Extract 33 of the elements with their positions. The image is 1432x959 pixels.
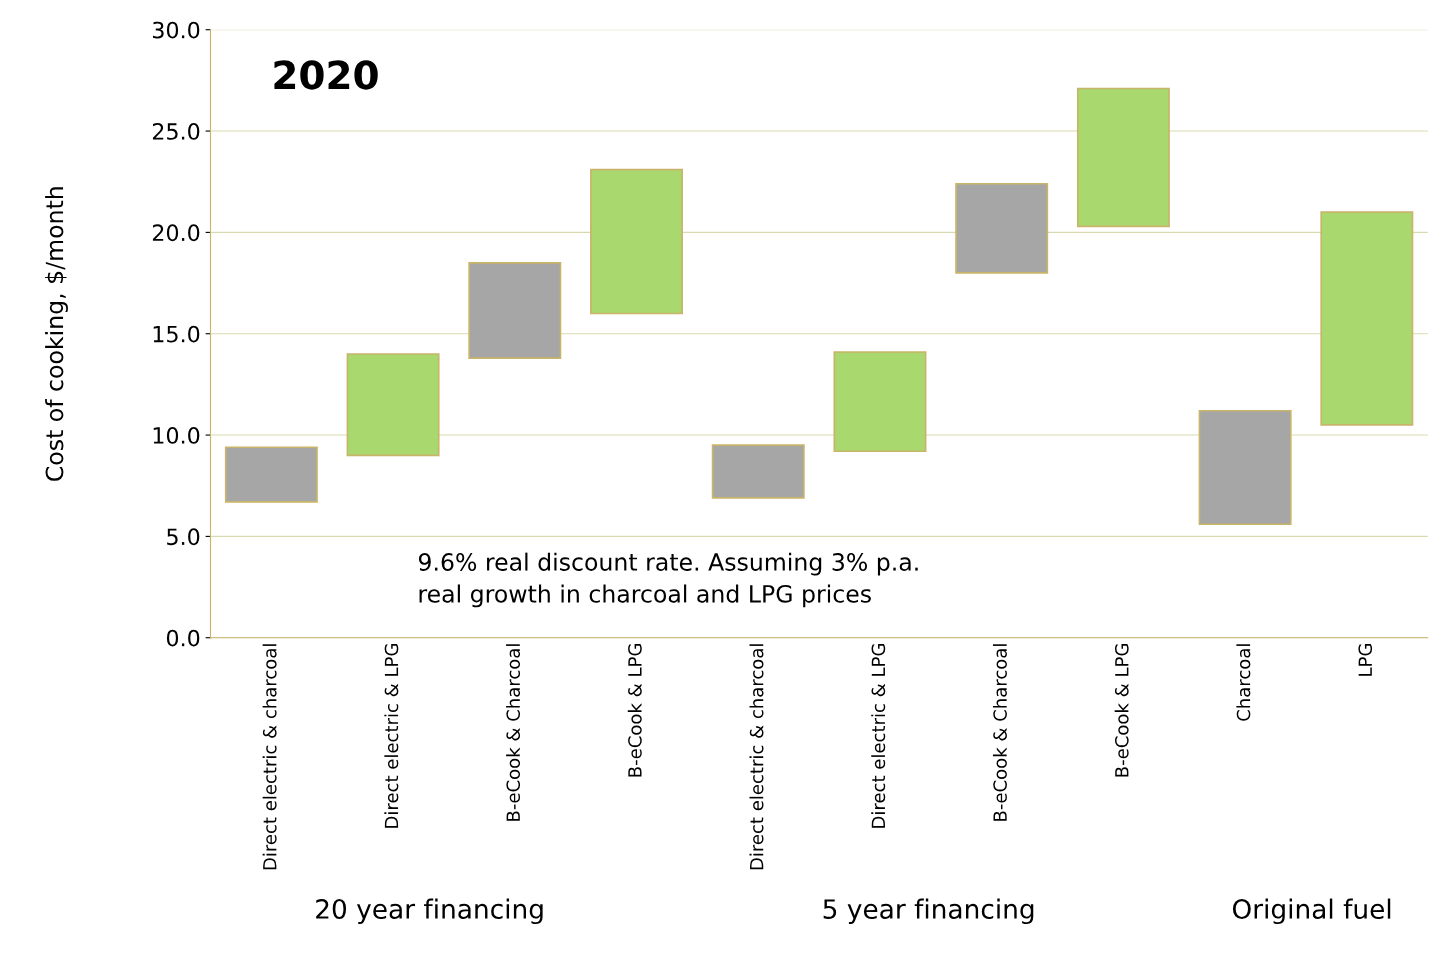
bar	[1076, 87, 1170, 228]
text: Original fuel	[1232, 898, 1391, 925]
x-tick-label: B-eCook & LPG	[627, 644, 642, 777]
bar	[711, 444, 805, 499]
bar	[468, 261, 562, 359]
y-tick-label: 10.0	[153, 427, 200, 444]
y-tick-label: 20.0	[152, 224, 200, 242]
y-tick-label: 5.0	[167, 528, 200, 546]
x-tick-label: B-eCook & Charcoal	[506, 644, 521, 821]
bar	[590, 168, 684, 315]
x-tick-label: Charcoal	[1236, 644, 1251, 721]
x-tick-label: Direct electric & charcoal	[262, 644, 277, 870]
bar	[346, 353, 440, 457]
y-tick-label: 0.0	[166, 629, 200, 647]
x-tick-label: Direct electric & LPG	[384, 644, 399, 828]
bar	[224, 446, 318, 503]
y-tick-label: 30.0	[153, 21, 200, 39]
bar	[833, 351, 927, 453]
x-tick-label: B-eCook & LPG	[1114, 644, 1129, 777]
x-tick-label: B-eCook & Charcoal	[992, 644, 1007, 821]
annotation: 9.6% real discount rate. Assuming 3% p.a. real growth in charcoal and LPG prices	[418, 552, 918, 608]
y-axis-title: Cost of cooking, $/month	[45, 187, 68, 481]
bar	[1320, 211, 1414, 426]
text: 20 year financing	[316, 898, 543, 925]
text: 5 year financing	[823, 898, 1034, 925]
text: 2020	[274, 60, 378, 90]
x-tick-label: Direct electric & LPG	[871, 644, 886, 828]
x-tick-label: Direct electric & charcoal	[749, 644, 764, 870]
bar	[955, 182, 1049, 274]
y-tick-label: 15.0	[153, 325, 200, 343]
bar	[1198, 409, 1292, 526]
x-tick-label: LPG	[1358, 644, 1373, 676]
y-tick-label: 25.0	[152, 123, 200, 140]
